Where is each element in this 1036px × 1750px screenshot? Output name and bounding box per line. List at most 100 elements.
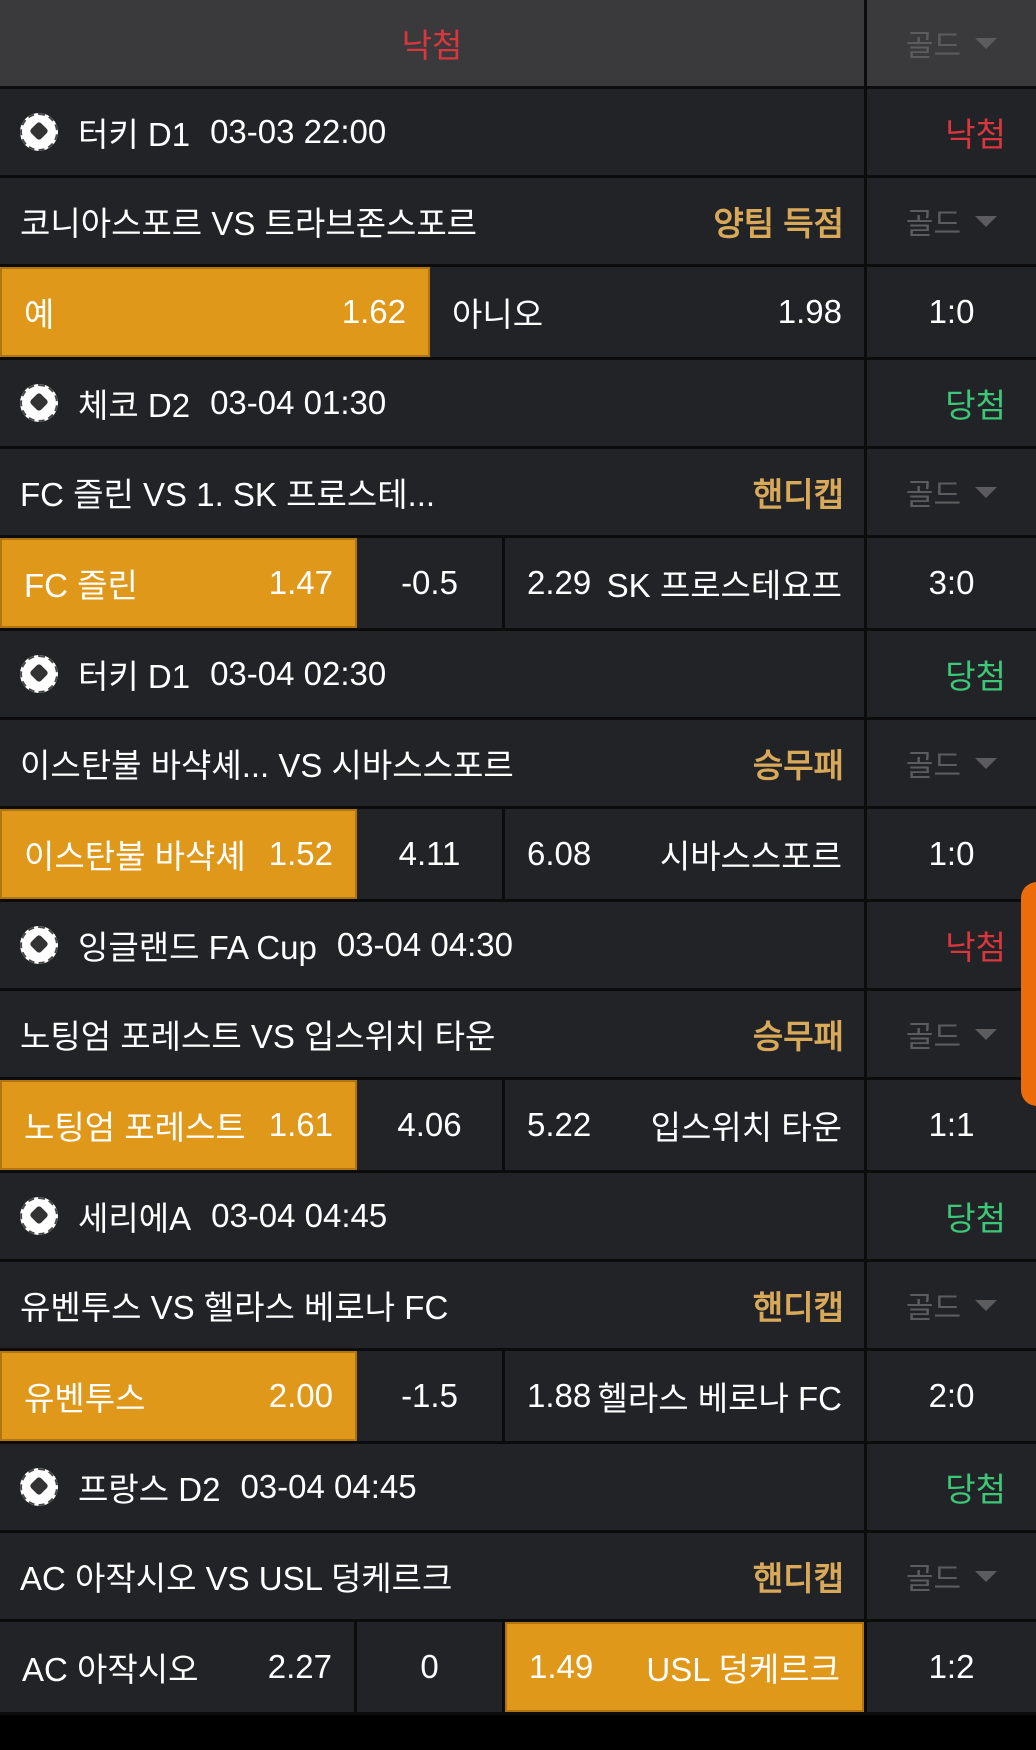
league-name: 프랑스 D2	[78, 1471, 221, 1508]
league-row: 프랑스 D2 03-04 04:45 당첨	[0, 1444, 1036, 1533]
soccer-ball-icon	[20, 655, 58, 693]
odds-row: FC 즐린 1.47 -0.5 2.29 SK 프로스테요프 3:0	[0, 538, 1036, 631]
odds-option[interactable]: 1.49 USL 덩케르크	[505, 1622, 864, 1712]
odds-value: 1.52	[268, 835, 333, 872]
odds-value: 1.88	[527, 1377, 592, 1414]
market-type: 승무패	[752, 747, 844, 784]
gold-dropdown[interactable]: 골드	[867, 991, 1036, 1077]
odds-option[interactable]: -0.5	[357, 538, 505, 628]
option-label: 입스위치 타운	[650, 1109, 842, 1146]
odds-option[interactable]: 2.29 SK 프로스테요프	[505, 538, 864, 628]
caret-down-icon	[975, 1028, 998, 1040]
league-row: 체코 D2 03-04 01:30 당첨	[0, 360, 1036, 449]
odds-value: 6.08	[527, 835, 592, 872]
league-name: 터키 D1	[78, 116, 191, 153]
market-type: 핸디캡	[752, 1289, 844, 1326]
gold-label: 골드	[905, 1563, 962, 1596]
odds-option[interactable]: 예 1.62	[0, 267, 430, 357]
match-row: FC 즐린 VS 1. SK 프로스테... 핸디캡 골드	[0, 449, 1036, 538]
result-badge: 낙첨	[945, 929, 1006, 966]
caret-down-icon	[975, 1299, 998, 1311]
odds-value: -0.5	[401, 564, 458, 601]
odds-value: 1.61	[268, 1106, 333, 1143]
match-time: 03-04 02:30	[210, 655, 387, 692]
gold-label: 골드	[905, 750, 962, 783]
gold-label: 골드	[905, 208, 962, 241]
option-label: 시바스스포르	[659, 838, 842, 875]
result-badge: 당첨	[945, 1471, 1006, 1508]
option-label: 이스탄불 바샥셰	[24, 838, 246, 875]
market-type: 승무패	[752, 1018, 844, 1055]
odds-option[interactable]: 4.06	[357, 1080, 505, 1170]
gold-dropdown[interactable]: 골드	[867, 1533, 1036, 1619]
odds-option[interactable]: 4.11	[357, 809, 505, 899]
header-title: 낙첨	[401, 27, 463, 64]
score: 1:1	[928, 1106, 975, 1143]
match-teams: FC 즐린 VS 1. SK 프로스테...	[20, 476, 436, 513]
match-teams: 이스탄불 바샥셰... VS 시바스스포르	[20, 747, 514, 784]
odds-option[interactable]: 유벤투스 2.00	[0, 1351, 357, 1441]
league-name: 잉글랜드 FA Cup	[78, 929, 317, 966]
soccer-ball-icon	[20, 1197, 58, 1235]
caret-down-icon	[975, 37, 998, 49]
option-label: SK 프로스테요프	[606, 567, 842, 604]
odds-option[interactable]: 이스탄불 바샥셰 1.52	[0, 809, 357, 899]
match-row: 이스탄불 바샥셰... VS 시바스스포르 승무패 골드	[0, 720, 1036, 809]
match-time: 03-04 04:45	[211, 1197, 388, 1234]
match-row: AC 아작시오 VS USL 덩케르크 핸디캡 골드	[0, 1533, 1036, 1622]
odds-option[interactable]: FC 즐린 1.47	[0, 538, 357, 628]
soccer-ball-icon	[20, 113, 58, 151]
odds-row: 유벤투스 2.00 -1.5 1.88 헬라스 베로나 FC 2:0	[0, 1351, 1036, 1444]
header-title-cell: 낙첨	[0, 0, 867, 86]
soccer-ball-icon	[20, 384, 58, 422]
odds-option[interactable]: 6.08 시바스스포르	[505, 809, 864, 899]
gold-dropdown[interactable]: 골드	[867, 449, 1036, 535]
match-teams: AC 아작시오 VS USL 덩케르크	[20, 1560, 453, 1597]
match-row: 코니아스포르 VS 트라브존스포르 양팀 득점 골드	[0, 178, 1036, 267]
caret-down-icon	[975, 215, 998, 227]
odds-row: 예 1.62 아니오 1.98 1:0	[0, 267, 1036, 360]
gold-dropdown[interactable]: 골드	[867, 178, 1036, 264]
match-teams: 유벤투스 VS 헬라스 베로나 FC	[20, 1289, 449, 1326]
odds-value: 2.00	[268, 1377, 333, 1414]
match-time: 03-03 22:00	[210, 113, 387, 150]
match-time: 03-04 04:30	[336, 926, 513, 963]
odds-value: 1.49	[529, 1648, 594, 1685]
odds-option[interactable]: -1.5	[357, 1351, 505, 1441]
gold-dropdown[interactable]: 골드	[867, 1262, 1036, 1348]
caret-down-icon	[975, 486, 998, 498]
odds-option[interactable]: 5.22 입스위치 타운	[505, 1080, 864, 1170]
odds-option[interactable]: 0	[357, 1622, 505, 1712]
odds-value: 5.22	[527, 1106, 592, 1143]
score: 1:2	[928, 1648, 975, 1685]
result-badge: 당첨	[945, 387, 1006, 424]
match-teams: 노팅엄 포레스트 VS 입스위치 타운	[20, 1018, 496, 1055]
odds-row: 노팅엄 포레스트 1.61 4.06 5.22 입스위치 타운 1:1	[0, 1080, 1036, 1173]
league-row: 터키 D1 03-03 22:00 낙첨	[0, 89, 1036, 178]
caret-down-icon	[975, 757, 998, 769]
score: 3:0	[928, 564, 975, 601]
gold-dropdown[interactable]: 골드	[867, 0, 1036, 86]
odds-option[interactable]: 아니오 1.98	[430, 267, 864, 357]
match-teams: 코니아스포르 VS 트라브존스포르	[20, 205, 478, 242]
market-type: 양팀 득점	[713, 205, 844, 242]
odds-value: 1.47	[268, 564, 333, 601]
odds-value: 1.98	[777, 293, 842, 330]
gold-dropdown[interactable]: 골드	[867, 720, 1036, 806]
option-label: 헬라스 베로나 FC	[597, 1380, 843, 1417]
score: 1:0	[928, 835, 975, 872]
caret-down-icon	[975, 1570, 998, 1582]
league-name: 세리에A	[78, 1200, 192, 1237]
result-badge: 당첨	[945, 1200, 1006, 1237]
odds-option[interactable]: AC 아작시오 2.27	[0, 1622, 357, 1712]
gold-label: 골드	[905, 1292, 962, 1325]
side-tab-button[interactable]	[1021, 882, 1036, 1106]
gold-label: 골드	[905, 1021, 962, 1054]
odds-row: 이스탄불 바샥셰 1.52 4.11 6.08 시바스스포르 1:0	[0, 809, 1036, 902]
odds-option[interactable]: 노팅엄 포레스트 1.61	[0, 1080, 357, 1170]
gold-label: 골드	[905, 30, 962, 63]
odds-value: 0	[420, 1648, 439, 1685]
match-row: 노팅엄 포레스트 VS 입스위치 타운 승무패 골드	[0, 991, 1036, 1080]
option-label: 아니오	[452, 296, 544, 333]
odds-option[interactable]: 1.88 헬라스 베로나 FC	[505, 1351, 864, 1441]
